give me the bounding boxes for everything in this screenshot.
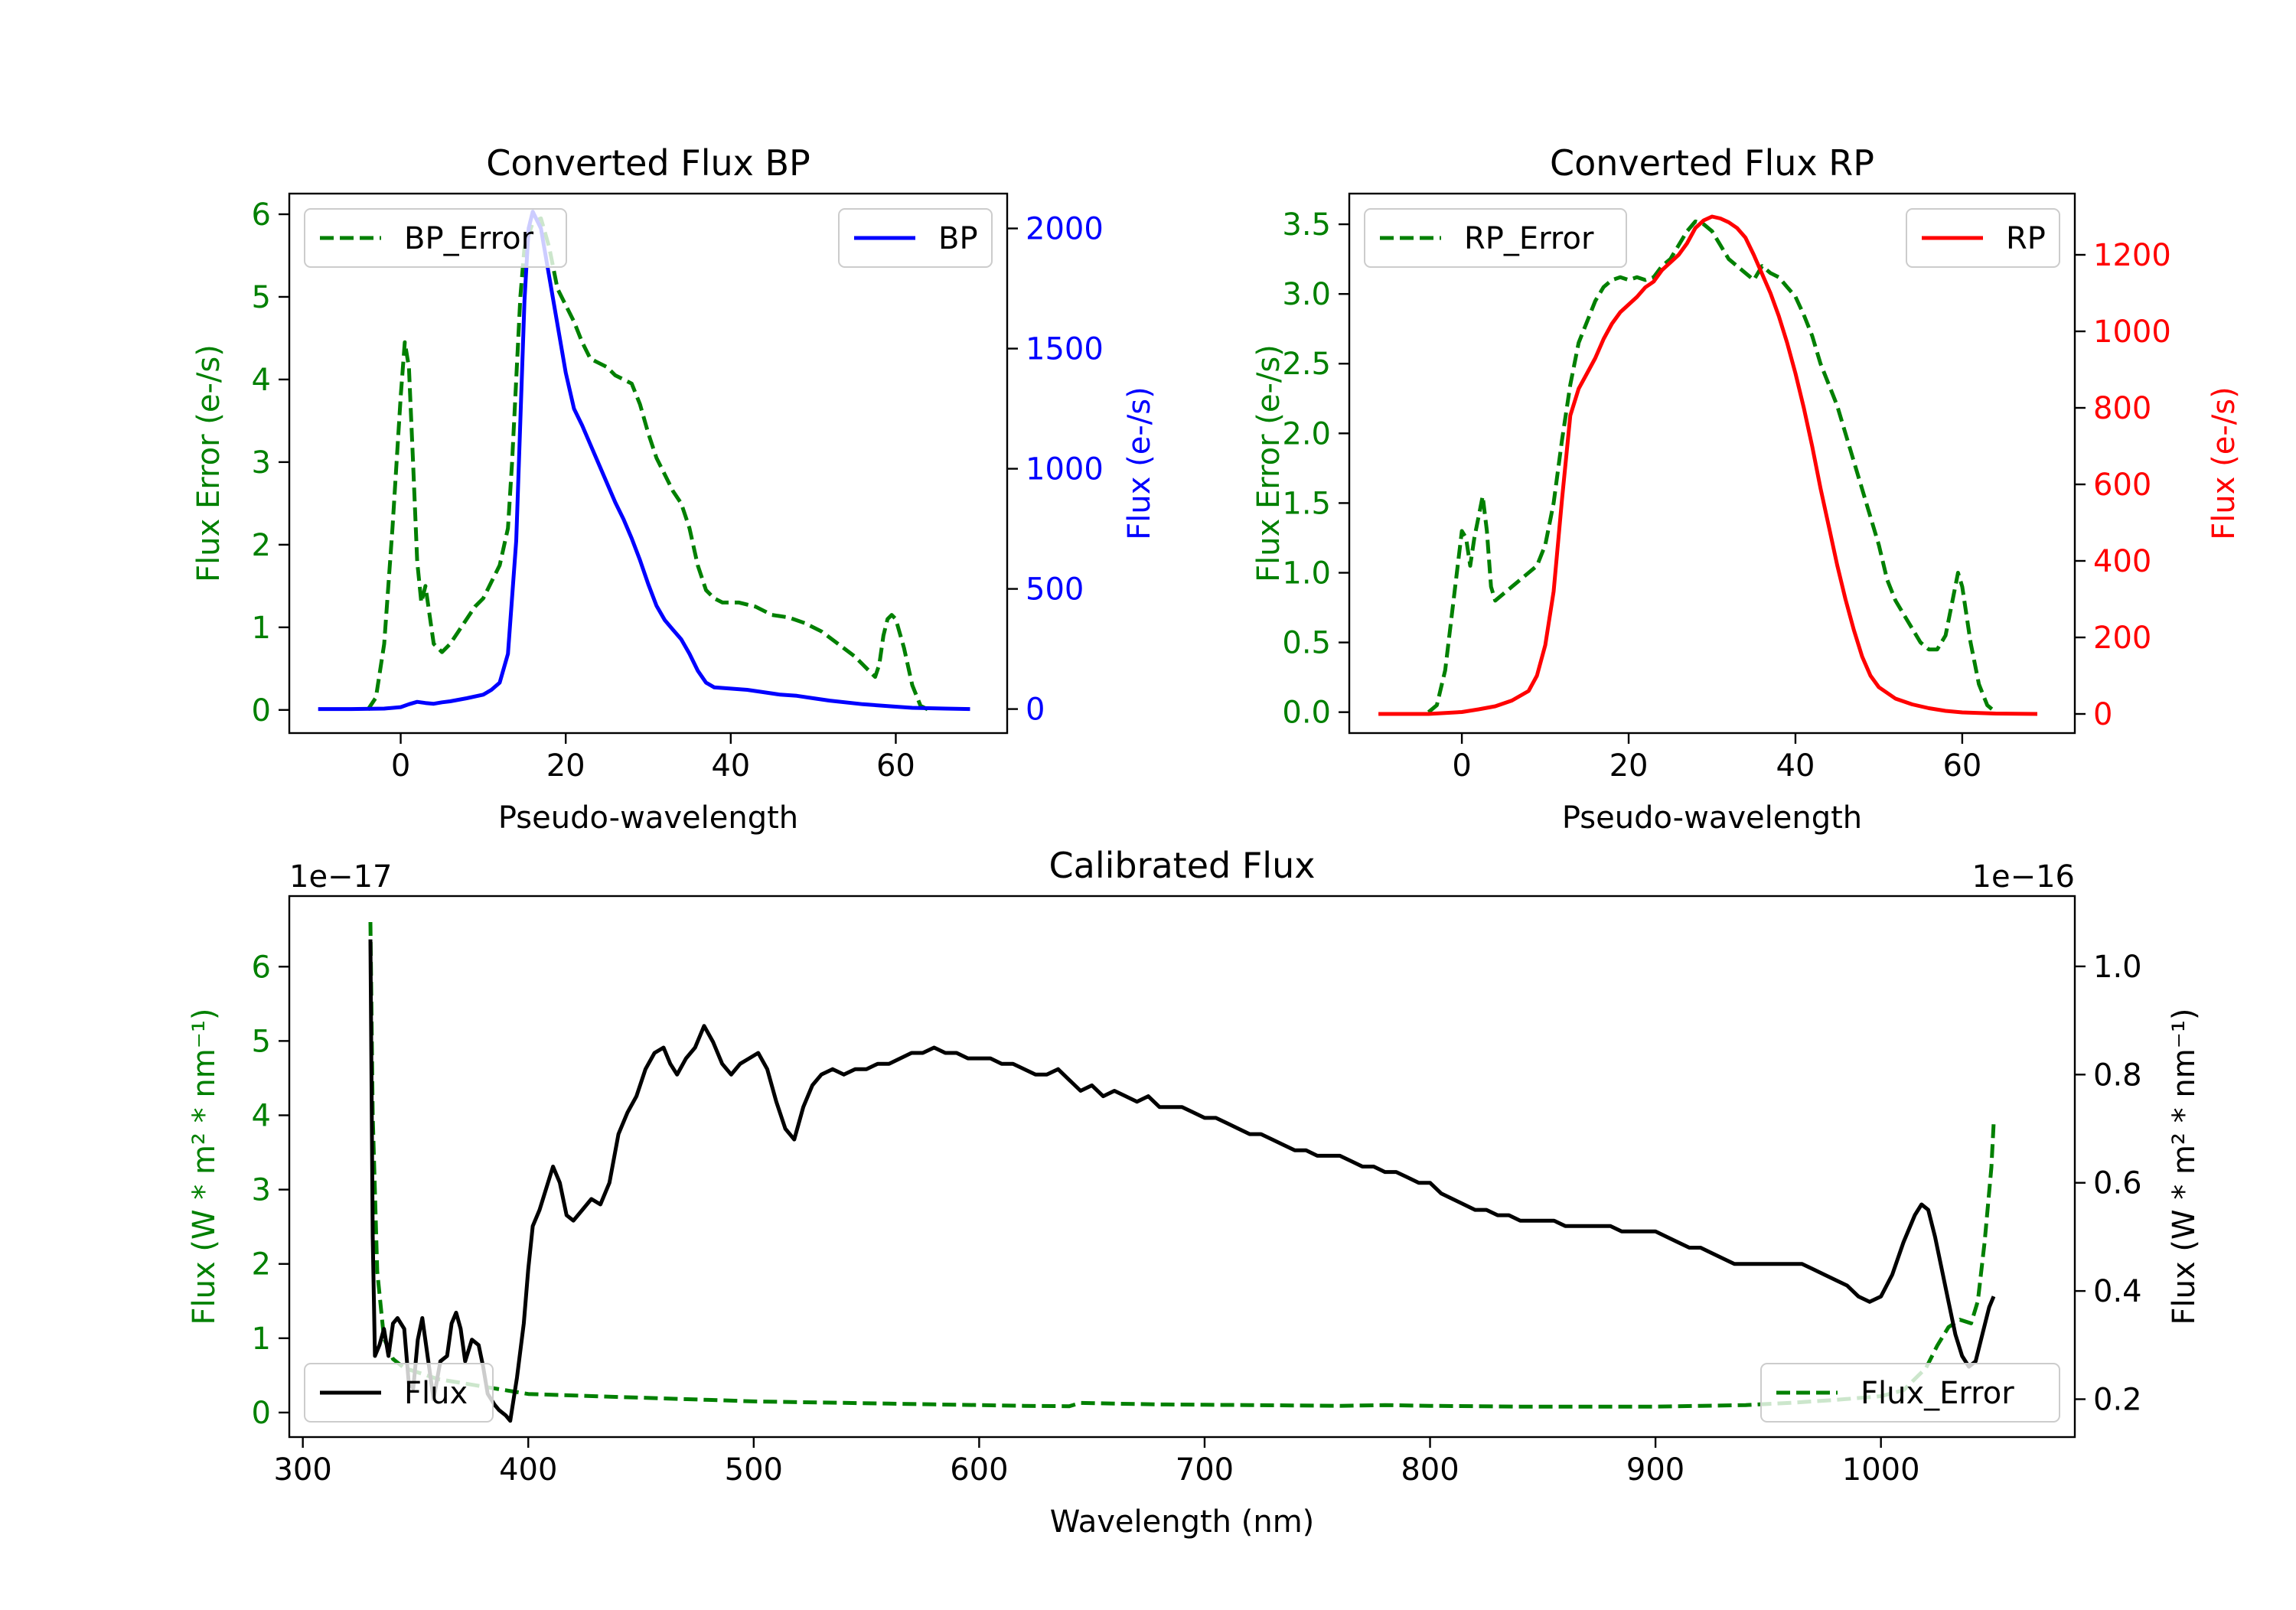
y-left-tick-label: 3: [252, 445, 271, 481]
legend-bp: BP: [838, 208, 993, 268]
y-left-tick-label: 1.0: [1282, 556, 1331, 592]
chart-title: Converted Flux RP: [1550, 142, 1874, 184]
legend-label: Flux_Error: [1861, 1376, 2014, 1411]
y-right-tick-label: 0.2: [2093, 1383, 2142, 1418]
chart-converted-flux-rp: 0 20 40 60 0.0 0.5 1.0 1.5 2.0 2.5 3.0 3.5 0 200 400 60…: [1251, 142, 2242, 836]
y-right-tick-label: 200: [2093, 621, 2151, 656]
chart-converted-flux-bp: 0 20 40 6001234560500100015002000Converted …: [191, 142, 1157, 836]
legend-label: BP: [938, 221, 978, 256]
series-line-flux: [368, 939, 1996, 1423]
x-tick-label: 0: [391, 748, 410, 784]
series-line-bp: [318, 210, 970, 712]
y-left-tick-label: 4: [252, 363, 271, 398]
x-tick-label: 60: [876, 748, 915, 784]
y-right-axis-label: Flux (e-/s): [2206, 386, 2242, 539]
y-left-tick-label: 3.0: [1282, 277, 1331, 312]
legend-bp-error: BP_Error: [304, 208, 567, 268]
y-right-tick-label: 1200: [2093, 238, 2171, 273]
y-left-tick-label: 0: [252, 693, 271, 728]
y-right-tick-label: 500: [1026, 572, 1084, 608]
y-left-offset-text: 1e−17: [289, 859, 392, 895]
legend-box: [1364, 208, 1627, 268]
x-tick-label: 20: [546, 748, 585, 784]
axes-frame: [288, 895, 2076, 1439]
y-left-tick-label: 2.5: [1282, 347, 1331, 382]
y-left-axis-label: Flux Error (e-/s): [191, 344, 227, 582]
y-right-tick-label: 600: [2093, 468, 2151, 503]
x-tick-label: 1000: [1842, 1452, 1920, 1488]
y-right-tick-label: 0.8: [2093, 1058, 2142, 1093]
x-tick-label: 800: [1401, 1452, 1459, 1488]
y-right-tick-label: 400: [2093, 544, 2151, 579]
y-left-tick-label: 2.0: [1282, 416, 1331, 451]
y-right-tick-label: 2000: [1026, 212, 1104, 247]
x-tick-label: 40: [1776, 748, 1815, 784]
y-left-tick-label: 5: [252, 1024, 271, 1059]
chart-calibrated-flux: 300 400 500 600 700 800 900 1000 0 1 2 3 4 5 6 0.2 0.4 0.…: [187, 845, 2202, 1540]
y-left-tick-label: 2: [252, 1247, 271, 1282]
x-tick-label: 40: [711, 748, 750, 784]
x-tick-label: 700: [1176, 1452, 1234, 1488]
y-right-axis-label: Flux (W * m² * nm⁻¹): [2167, 1009, 2202, 1325]
legend-label: RP: [2006, 221, 2046, 256]
y-left-tick-label: 0.0: [1282, 696, 1331, 731]
y-right-tick-label: 0: [1026, 693, 1045, 728]
y-left-tick-label: 0.5: [1282, 626, 1331, 661]
y-left-tick-label: 1: [252, 611, 271, 646]
y-left-tick-label: 3.5: [1282, 207, 1331, 243]
legend-box: [1760, 1363, 2060, 1423]
x-tick-label: 0: [1452, 748, 1471, 784]
series-line-rp: [1378, 214, 2038, 716]
legend-flux: Flux: [304, 1363, 494, 1423]
legend-label: BP_Error: [404, 221, 534, 256]
axes-frame: [288, 192, 1009, 735]
x-axis-label: Wavelength (nm): [1050, 1504, 1315, 1540]
legend-rp-error: RP_Error: [1364, 208, 1627, 268]
y-right-offset-text: 1e−16: [1972, 859, 2075, 895]
chart-title: Converted Flux BP: [486, 142, 810, 184]
y-left-tick-label: 0: [252, 1396, 271, 1431]
x-tick-label: 600: [950, 1452, 1008, 1488]
y-right-tick-label: 800: [2093, 391, 2151, 426]
chart-title: Calibrated Flux: [1049, 845, 1316, 886]
x-tick-label: 60: [1942, 748, 1981, 784]
axes-frame: [1348, 192, 2076, 735]
y-left-tick-label: 1: [252, 1322, 271, 1357]
y-left-axis-label: Flux Error (e-/s): [1251, 344, 1287, 582]
x-tick-label: 500: [725, 1452, 783, 1488]
x-tick-label: 400: [499, 1452, 557, 1488]
legend-label: Flux: [404, 1376, 468, 1411]
y-right-tick-label: 1500: [1026, 332, 1104, 367]
y-left-tick-label: 6: [252, 197, 271, 233]
x-axis-label: Pseudo-wavelength: [498, 800, 798, 836]
y-right-tick-label: 0.4: [2093, 1274, 2142, 1309]
y-left-tick-label: 3: [252, 1173, 271, 1208]
x-tick-label: 20: [1609, 748, 1649, 784]
y-right-tick-label: 1000: [2093, 315, 2171, 350]
y-left-tick-label: 5: [252, 280, 271, 315]
y-left-tick-label: 4: [252, 1098, 271, 1133]
legend-rp: RP: [1906, 208, 2060, 268]
y-right-tick-label: 0.6: [2093, 1166, 2142, 1201]
y-right-tick-label: 1.0: [2093, 950, 2142, 985]
y-left-axis-label: Flux (W * m² * nm⁻¹): [187, 1009, 222, 1325]
y-right-tick-label: 1000: [1026, 452, 1104, 487]
legend-label: RP_Error: [1464, 221, 1594, 256]
y-right-tick-label: 0: [2093, 697, 2112, 732]
legend-box: [304, 1363, 494, 1423]
series-line-rp-error: [1427, 219, 1998, 714]
x-tick-label: 300: [273, 1452, 331, 1488]
y-left-tick-label: 2: [252, 528, 271, 563]
series-line-bp-error: [366, 216, 930, 712]
y-left-tick-label: 1.5: [1282, 486, 1331, 521]
legend-box: [304, 208, 567, 268]
y-left-tick-label: 6: [252, 950, 271, 985]
y-right-axis-label: Flux (e-/s): [1122, 386, 1157, 539]
legend-flux-error: Flux_Error: [1760, 1363, 2060, 1423]
x-axis-label: Pseudo-wavelength: [1562, 800, 1862, 836]
x-tick-label: 900: [1626, 1452, 1684, 1488]
